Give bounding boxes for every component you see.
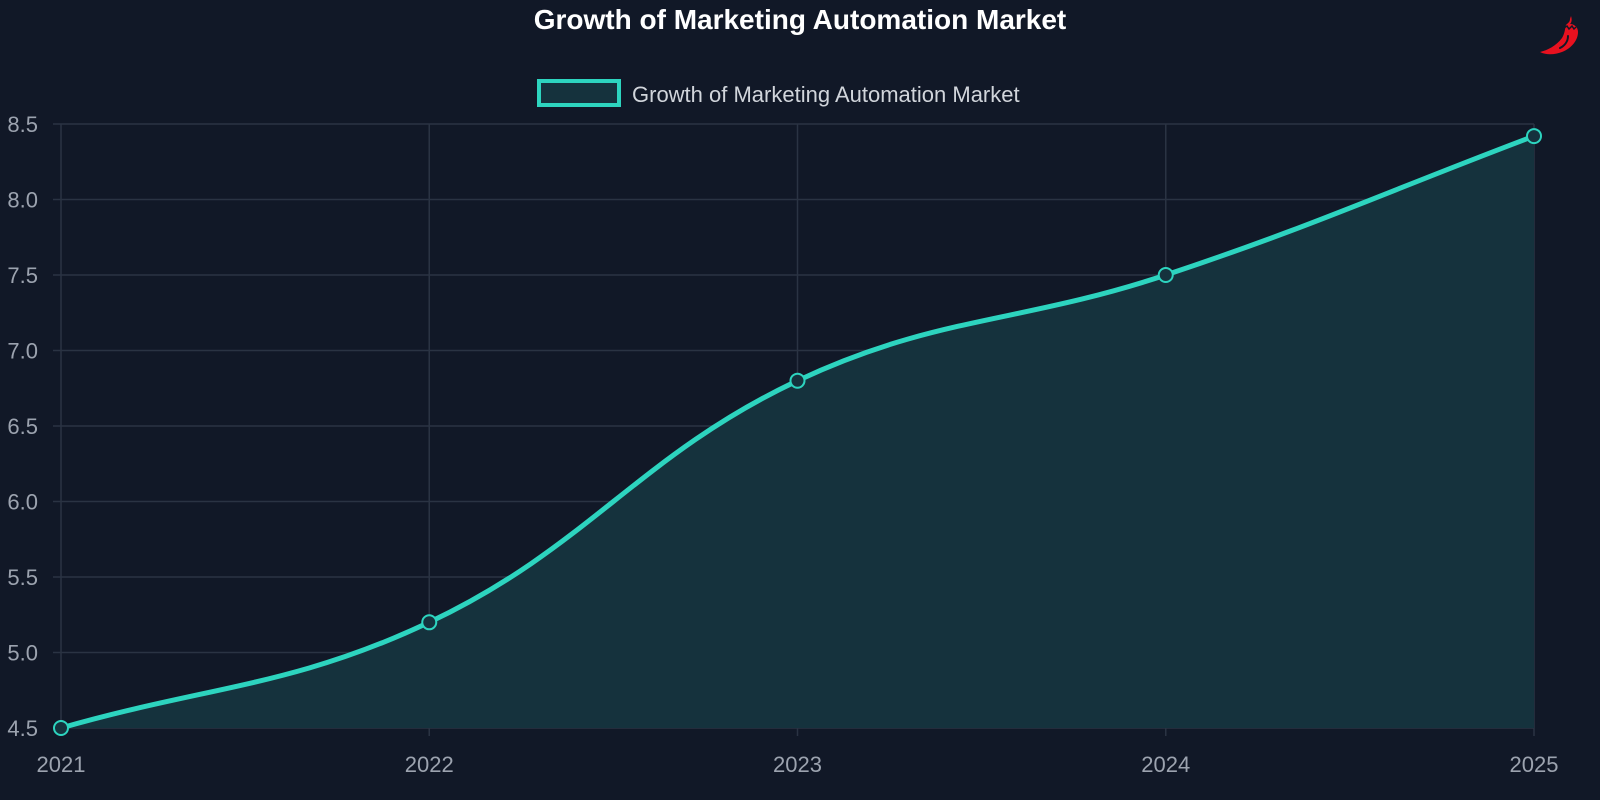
data-point [1157,267,1174,283]
y-tick-label: 8.0 [7,188,38,213]
y-tick-label: 5.0 [7,641,38,666]
y-tick-label: 6.5 [7,414,38,439]
x-tick-label: 2024 [1141,752,1190,777]
x-tick-label: 2023 [773,752,822,777]
data-point [1526,128,1542,145]
legend-label: Growth of Marketing Automation Market [632,82,1020,107]
y-tick-label: 7.5 [7,263,38,288]
legend-swatch [537,79,621,107]
data-point [421,614,438,631]
series-area [61,136,1534,728]
y-tick-label: 6.0 [7,490,38,515]
legend[interactable]: Growth of Marketing Automation Market [537,79,1020,107]
x-tick-label: 2022 [405,752,454,777]
data-point [53,720,69,736]
chili-pepper-icon [1540,16,1578,55]
x-tick-label: 2025 [1510,752,1559,777]
chart-title: Growth of Marketing Automation Market [534,4,1067,35]
y-tick-label: 5.5 [7,565,38,590]
y-tick-label: 4.5 [7,716,38,741]
data-point [789,372,806,389]
y-tick-label: 7.0 [7,339,38,364]
y-tick-label: 8.5 [7,112,38,137]
x-tick-label: 2021 [37,752,86,777]
